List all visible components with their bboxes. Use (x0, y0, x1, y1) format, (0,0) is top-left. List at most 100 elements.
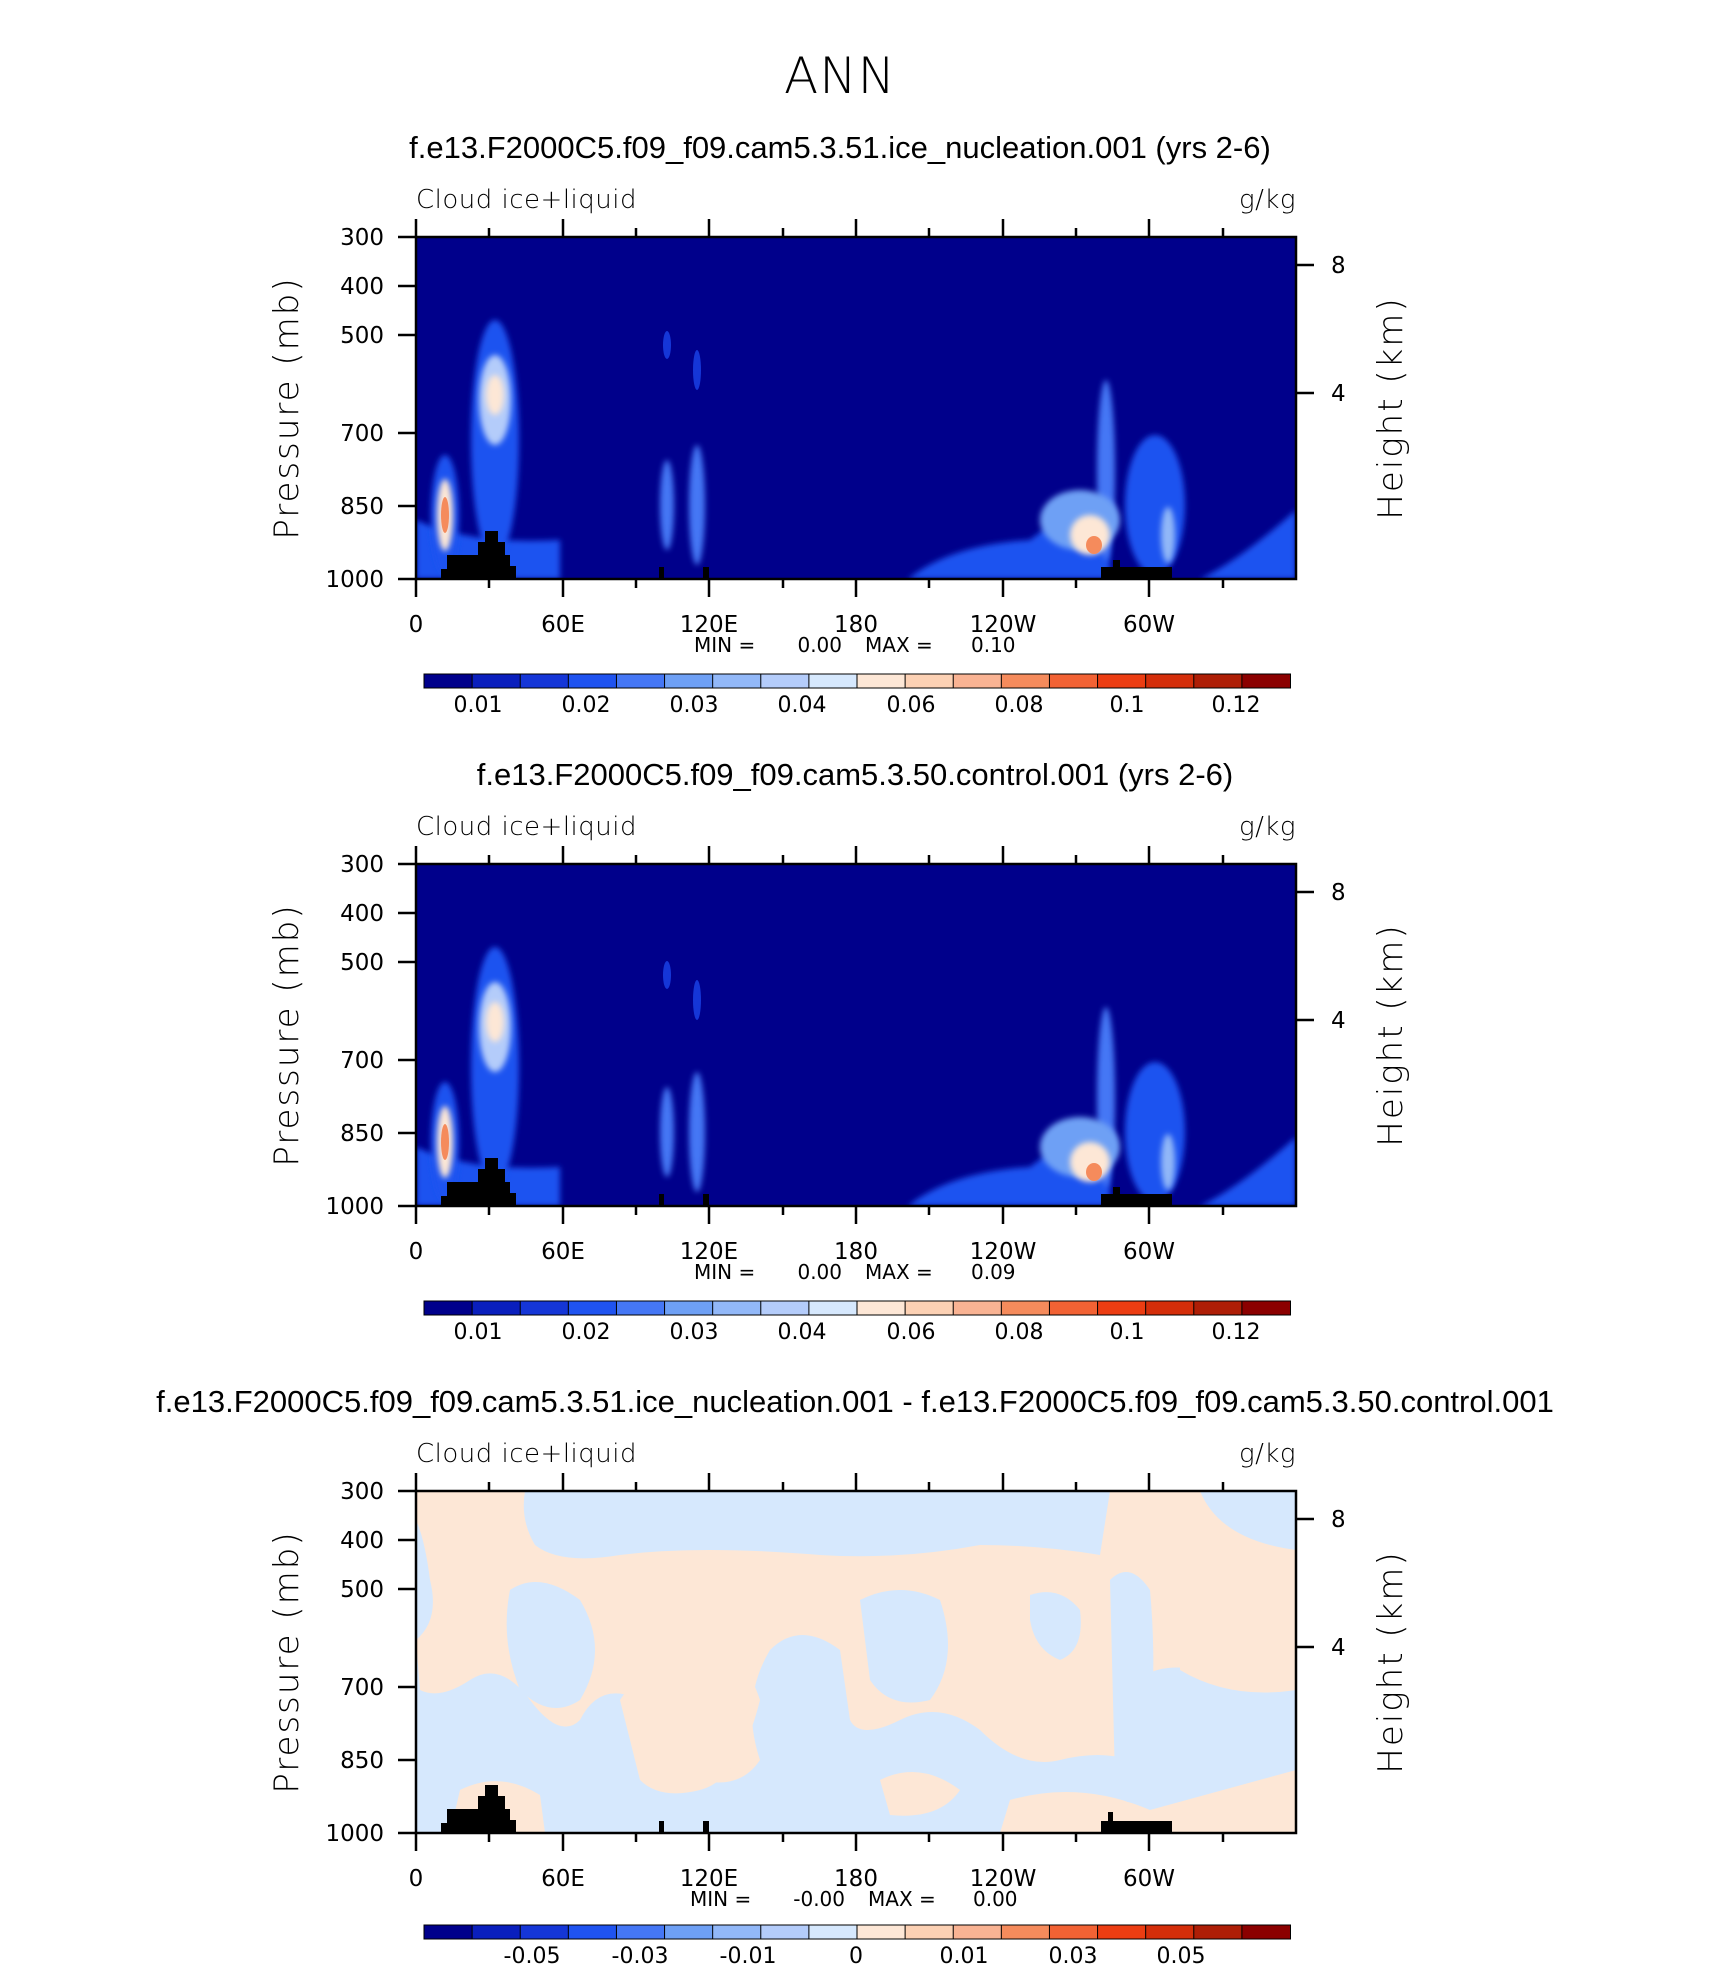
min-value: 0.00 (797, 633, 842, 657)
y-tick-labels: 300 400 500 700 850 1000 (325, 852, 384, 1220)
colorbar-swatch (1048, 673, 1099, 689)
colorbar (423, 1924, 1292, 1940)
contour-blob-278 (1086, 1163, 1102, 1181)
y-tick-label: 500 (340, 323, 384, 349)
colorbar-swatch (856, 1300, 907, 1316)
colorbar-swatch (471, 1300, 522, 1316)
topography (441, 531, 1172, 579)
x-tick-label: 0 (409, 1866, 424, 1892)
colorbar-swatch (904, 1924, 955, 1940)
y-tick-label: 400 (340, 1528, 384, 1554)
x-tick-label: 60W (1123, 1866, 1175, 1892)
x-tick-labels: 0 60E 120E 180 120W 60W (409, 612, 1175, 638)
contour-blob-32 (486, 1002, 504, 1042)
contour-blob-114 (689, 1072, 705, 1192)
y-axis-label: Pressure (mb) (267, 903, 307, 1166)
colorbar-swatch (712, 1300, 762, 1316)
y-axis-label-right: Height (km) (1371, 923, 1411, 1146)
y-tick-label: 850 (340, 1748, 384, 1774)
contour-blob-102 (660, 460, 674, 550)
min-label: MIN = (694, 633, 755, 657)
contour-blob-10 (441, 1124, 449, 1160)
y-tick-label: 500 (340, 950, 384, 976)
contour-blob-302 (1125, 435, 1185, 575)
x-tick-label: 120E (680, 1239, 738, 1265)
contour-blob-114 (693, 980, 701, 1020)
colorbar-swatch (760, 673, 810, 689)
atlantic-low-cloud (1200, 510, 1296, 579)
y-axis-label-right: Height (km) (1371, 1550, 1411, 1773)
colorbar-label: 0.01 (940, 1944, 989, 1967)
colorbar-label: 0.12 (1212, 693, 1261, 718)
colorbar-swatch (1097, 1300, 1147, 1316)
colorbar-swatch (664, 673, 714, 689)
contour-blob-102 (663, 331, 671, 359)
y-tick-label: 300 (340, 852, 384, 878)
colorbar-swatch (1241, 1924, 1292, 1940)
colorbar-label: 0.01 (454, 1320, 503, 1345)
colorbar-swatch (1048, 1300, 1099, 1316)
colorbar-labels: -0.05 -0.03 -0.01 0 0.01 0.03 0.05 (504, 1944, 1206, 1967)
colorbar-labels: 0.01 0.02 0.03 0.04 0.06 0.08 0.1 0.12 (454, 693, 1261, 718)
colorbar-label: 0.03 (670, 693, 719, 718)
x-tick-label: 180 (834, 612, 878, 638)
colorbar-swatch (1000, 673, 1051, 689)
contour-blob-302 (1125, 1062, 1185, 1202)
max-value: 0.10 (971, 633, 1016, 657)
y-tick-label: 300 (340, 1479, 384, 1505)
y-tick-label: 850 (340, 494, 384, 520)
y-tick-label: 700 (340, 421, 384, 447)
contour-shading (416, 320, 1296, 579)
positive-difference-regions (416, 1491, 1296, 1833)
y-axis-label: Pressure (mb) (267, 1530, 307, 1793)
x-tick-label: 180 (834, 1239, 878, 1265)
units-label: g/kg (1239, 1439, 1296, 1469)
colorbar-swatch (1241, 673, 1292, 689)
colorbar-label: 0.1 (1110, 693, 1145, 718)
contour-blob-302 (1161, 507, 1175, 563)
y-tick-labels: 300 400 500 700 850 1000 (325, 225, 384, 593)
panel-ice-nucleation: f.e13.F2000C5.f09_f09.cam5.3.51.ice_nucl… (267, 130, 1411, 718)
colorbar-swatch (519, 673, 570, 689)
max-label: MAX = (865, 1260, 933, 1284)
colorbar-label: 0.1 (1110, 1320, 1145, 1345)
y-tick-label: 300 (340, 225, 384, 251)
panel-title: f.e13.F2000C5.f09_f09.cam5.3.51.ice_nucl… (156, 1384, 1554, 1419)
colorbar-swatch (423, 1300, 474, 1316)
axes (398, 219, 1314, 597)
right-tick-label: 4 (1331, 1635, 1346, 1661)
colorbar-label: 0.03 (670, 1320, 719, 1345)
x-tick-label: 60W (1123, 612, 1175, 638)
max-value: 0.09 (971, 1260, 1016, 1284)
colorbar-label: 0.05 (1157, 1944, 1206, 1967)
x-tick-label: 60E (541, 612, 585, 638)
right-tick-label: 8 (1331, 1507, 1346, 1533)
colorbar-swatch (1193, 1300, 1243, 1316)
colorbar-swatch (1048, 1924, 1099, 1940)
x-tick-label: 0 (409, 1239, 424, 1265)
colorbar-swatch (519, 1300, 570, 1316)
colorbar-label: 0.12 (1212, 1320, 1261, 1345)
x-tick-label: 60W (1123, 1239, 1175, 1265)
y-tick-label: 400 (340, 274, 384, 300)
colorbar-swatch (952, 1300, 1003, 1316)
colorbar-swatch (471, 673, 522, 689)
right-tick-label: 4 (1331, 1008, 1346, 1034)
min-label: MIN = (694, 1260, 755, 1284)
colorbar-labels: 0.01 0.02 0.03 0.04 0.06 0.08 0.1 0.12 (454, 1320, 1261, 1345)
colorbar-label: -0.05 (504, 1944, 561, 1967)
colorbar-label: 0.08 (995, 1320, 1044, 1345)
colorbar-label: 0.01 (454, 693, 503, 718)
x-tick-label: 120W (970, 612, 1037, 638)
min-max-readout: MIN = 0.00 MAX = 0.09 (694, 1260, 1016, 1284)
panel-title: f.e13.F2000C5.f09_f09.cam5.3.50.control.… (477, 757, 1234, 792)
colorbar (423, 673, 1292, 689)
colorbar-swatch (1000, 1300, 1051, 1316)
x-tick-label: 120W (970, 1866, 1037, 1892)
y-axis-label-right: Height (km) (1371, 296, 1411, 519)
x-tick-label: 60E (541, 1239, 585, 1265)
colorbar-swatch (1145, 1924, 1195, 1940)
colorbar-label: 0.02 (562, 1320, 611, 1345)
variable-label: Cloud ice+liquid (416, 1439, 637, 1469)
axes (398, 1473, 1314, 1851)
